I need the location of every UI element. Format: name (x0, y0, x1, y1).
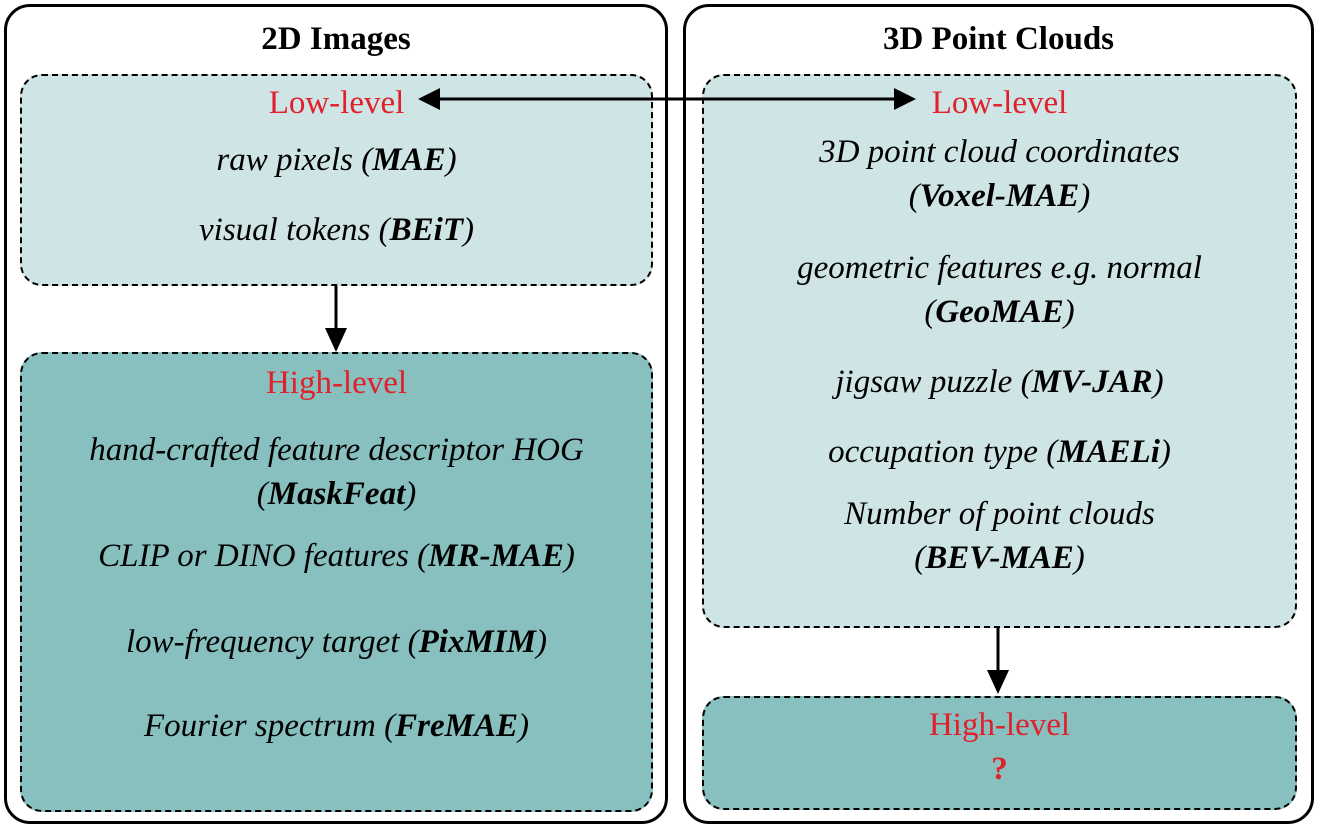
method-item-bev-mae: Number of point clouds (BEV-MAE) (844, 492, 1155, 580)
method-name: MAE (372, 142, 446, 178)
item-text: hand-crafted feature descriptor HOG (89, 432, 584, 468)
method-name: FreMAE (395, 708, 518, 744)
method-item-beit: visual tokens (BEiT) (199, 212, 474, 248)
item-text: CLIP or DINO features (98, 538, 418, 574)
item-text: Fourier spectrum (143, 708, 385, 744)
item-text: occupation type (828, 434, 1047, 470)
low-level-link-arrow (418, 88, 916, 110)
low-level-box-3d: Low-level 3D point cloud coordinates (Vo… (702, 74, 1297, 628)
item-text: geometric features e.g. normal (797, 250, 1202, 286)
panel-title-2d: 2D Images (261, 21, 411, 57)
item-text: visual tokens (199, 212, 379, 248)
low-level-label-3d: Low-level (931, 85, 1068, 121)
method-item-mr-mae: CLIP or DINO features (MR-MAE) (98, 538, 575, 574)
method-name: MaskFeat (267, 476, 406, 512)
high-level-box-3d: High-level ? (702, 696, 1297, 810)
method-item-maskfeat: hand-crafted feature descriptor HOG (Mas… (89, 428, 584, 516)
low-level-label-2d: Low-level (268, 85, 405, 121)
item-text: low-frequency target (125, 624, 408, 660)
down-arrow-2d (325, 286, 347, 352)
down-arrow-3d (987, 628, 1009, 694)
method-item-fremae: Fourier spectrum (FreMAE) (143, 708, 529, 744)
method-name: BEV-MAE (925, 540, 1074, 576)
item-text: 3D point cloud coordinates (819, 134, 1180, 170)
high-level-label-3d: High-level (928, 707, 1071, 743)
method-item-geomae: geometric features e.g. normal (GeoMAE) (797, 246, 1202, 334)
method-item-mae: raw pixels (MAE) (216, 142, 457, 178)
method-name: MV-JAR (1031, 364, 1153, 400)
item-text: Number of point clouds (844, 496, 1155, 532)
panel-3d-point-clouds: 3D Point Clouds (683, 4, 1314, 824)
method-name: MAELi (1057, 434, 1160, 470)
item-text: jigsaw puzzle (835, 364, 1021, 400)
method-name: PixMIM (418, 624, 536, 660)
high-level-label-2d: High-level (265, 365, 408, 401)
unknown-target-mark: ? (991, 751, 1008, 787)
method-item-voxel-mae: 3D point cloud coordinates (Voxel-MAE) (819, 130, 1180, 218)
method-item-pixmim: low-frequency target (PixMIM) (125, 624, 547, 660)
method-name: MR-MAE (428, 538, 564, 574)
method-item-maeli: occupation type (MAELi) (828, 434, 1171, 470)
panel-title-3d: 3D Point Clouds (882, 21, 1115, 57)
method-item-mv-jar: jigsaw puzzle (MV-JAR) (835, 364, 1164, 400)
item-text: raw pixels (216, 142, 362, 178)
low-level-box-2d: Low-level raw pixels (MAE) visual tokens… (20, 74, 653, 286)
high-level-box-2d: High-level hand-crafted feature descript… (20, 352, 653, 812)
method-name: Voxel-MAE (919, 178, 1080, 214)
method-name: GeoMAE (935, 294, 1064, 330)
method-name: BEiT (389, 212, 463, 248)
panel-2d-images: 2D Images (4, 4, 668, 824)
